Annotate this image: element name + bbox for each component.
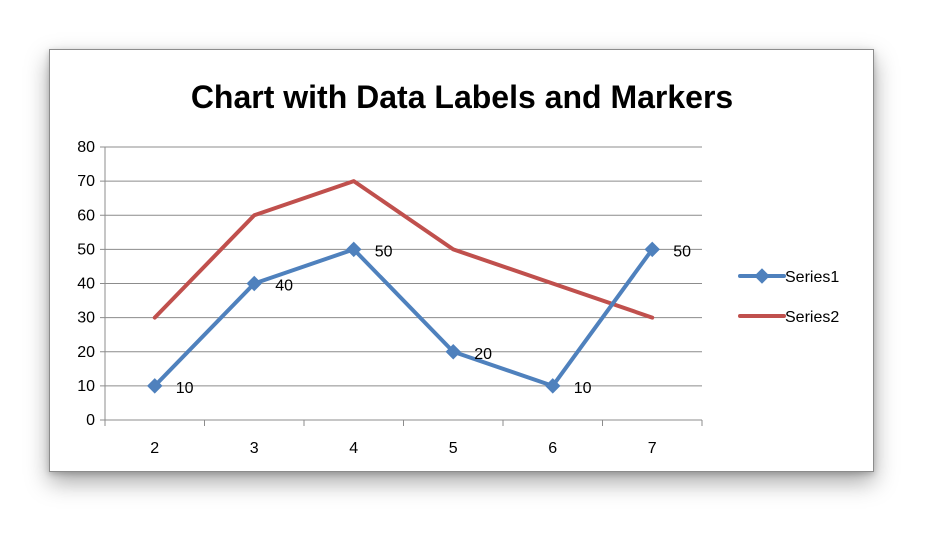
data-point-marker bbox=[346, 241, 362, 258]
y-tick-label: 30 bbox=[77, 310, 95, 327]
data-label: 10 bbox=[574, 380, 592, 397]
x-tick-label: 4 bbox=[349, 440, 358, 457]
legend-label: Series1 bbox=[785, 269, 839, 286]
series-line-series2 bbox=[152, 179, 655, 320]
data-point-marker bbox=[545, 378, 561, 394]
axes: 0 10 20 30 40 50 60 70 80 2 3 4 5 6 7 bbox=[77, 139, 703, 457]
chart-title: Chart with Data Labels and Markers bbox=[191, 79, 733, 115]
x-tick-label: 2 bbox=[150, 440, 159, 457]
x-tick-label: 6 bbox=[548, 440, 557, 457]
data-point-marker bbox=[246, 275, 262, 292]
y-tick-label: 40 bbox=[77, 276, 95, 293]
data-label: 50 bbox=[375, 243, 393, 260]
y-tick-label: 20 bbox=[77, 344, 95, 361]
data-labels: 10 40 50 20 10 50 bbox=[176, 243, 691, 397]
data-label: 50 bbox=[673, 243, 691, 260]
y-tick-label: 10 bbox=[77, 378, 95, 395]
x-tick-label: 3 bbox=[250, 440, 259, 457]
data-label: 20 bbox=[474, 346, 492, 363]
data-label: 10 bbox=[176, 380, 194, 397]
gridlines bbox=[105, 146, 702, 387]
data-point-marker bbox=[147, 378, 163, 394]
x-tick-label: 7 bbox=[648, 440, 657, 457]
data-label: 40 bbox=[275, 278, 293, 295]
data-point-marker bbox=[644, 241, 660, 258]
x-tick-label: 5 bbox=[449, 440, 458, 457]
y-tick-label: 60 bbox=[77, 207, 95, 224]
legend: Series1 Series2 bbox=[738, 268, 839, 326]
series-line-series1 bbox=[152, 247, 655, 388]
y-tick-label: 70 bbox=[77, 173, 95, 190]
chart-svg: Chart with Data Labels and Markers 0 10 20… bbox=[77, 79, 839, 457]
chart-area: Chart with Data Labels and Markers 0 10 20… bbox=[49, 49, 874, 472]
y-tick-label: 0 bbox=[86, 412, 95, 429]
y-tick-label: 50 bbox=[77, 241, 95, 258]
series-lines bbox=[147, 179, 660, 394]
legend-label: Series2 bbox=[785, 309, 839, 326]
data-point-marker bbox=[445, 344, 461, 360]
y-tick-label: 80 bbox=[77, 139, 95, 156]
legend-marker bbox=[754, 268, 770, 284]
